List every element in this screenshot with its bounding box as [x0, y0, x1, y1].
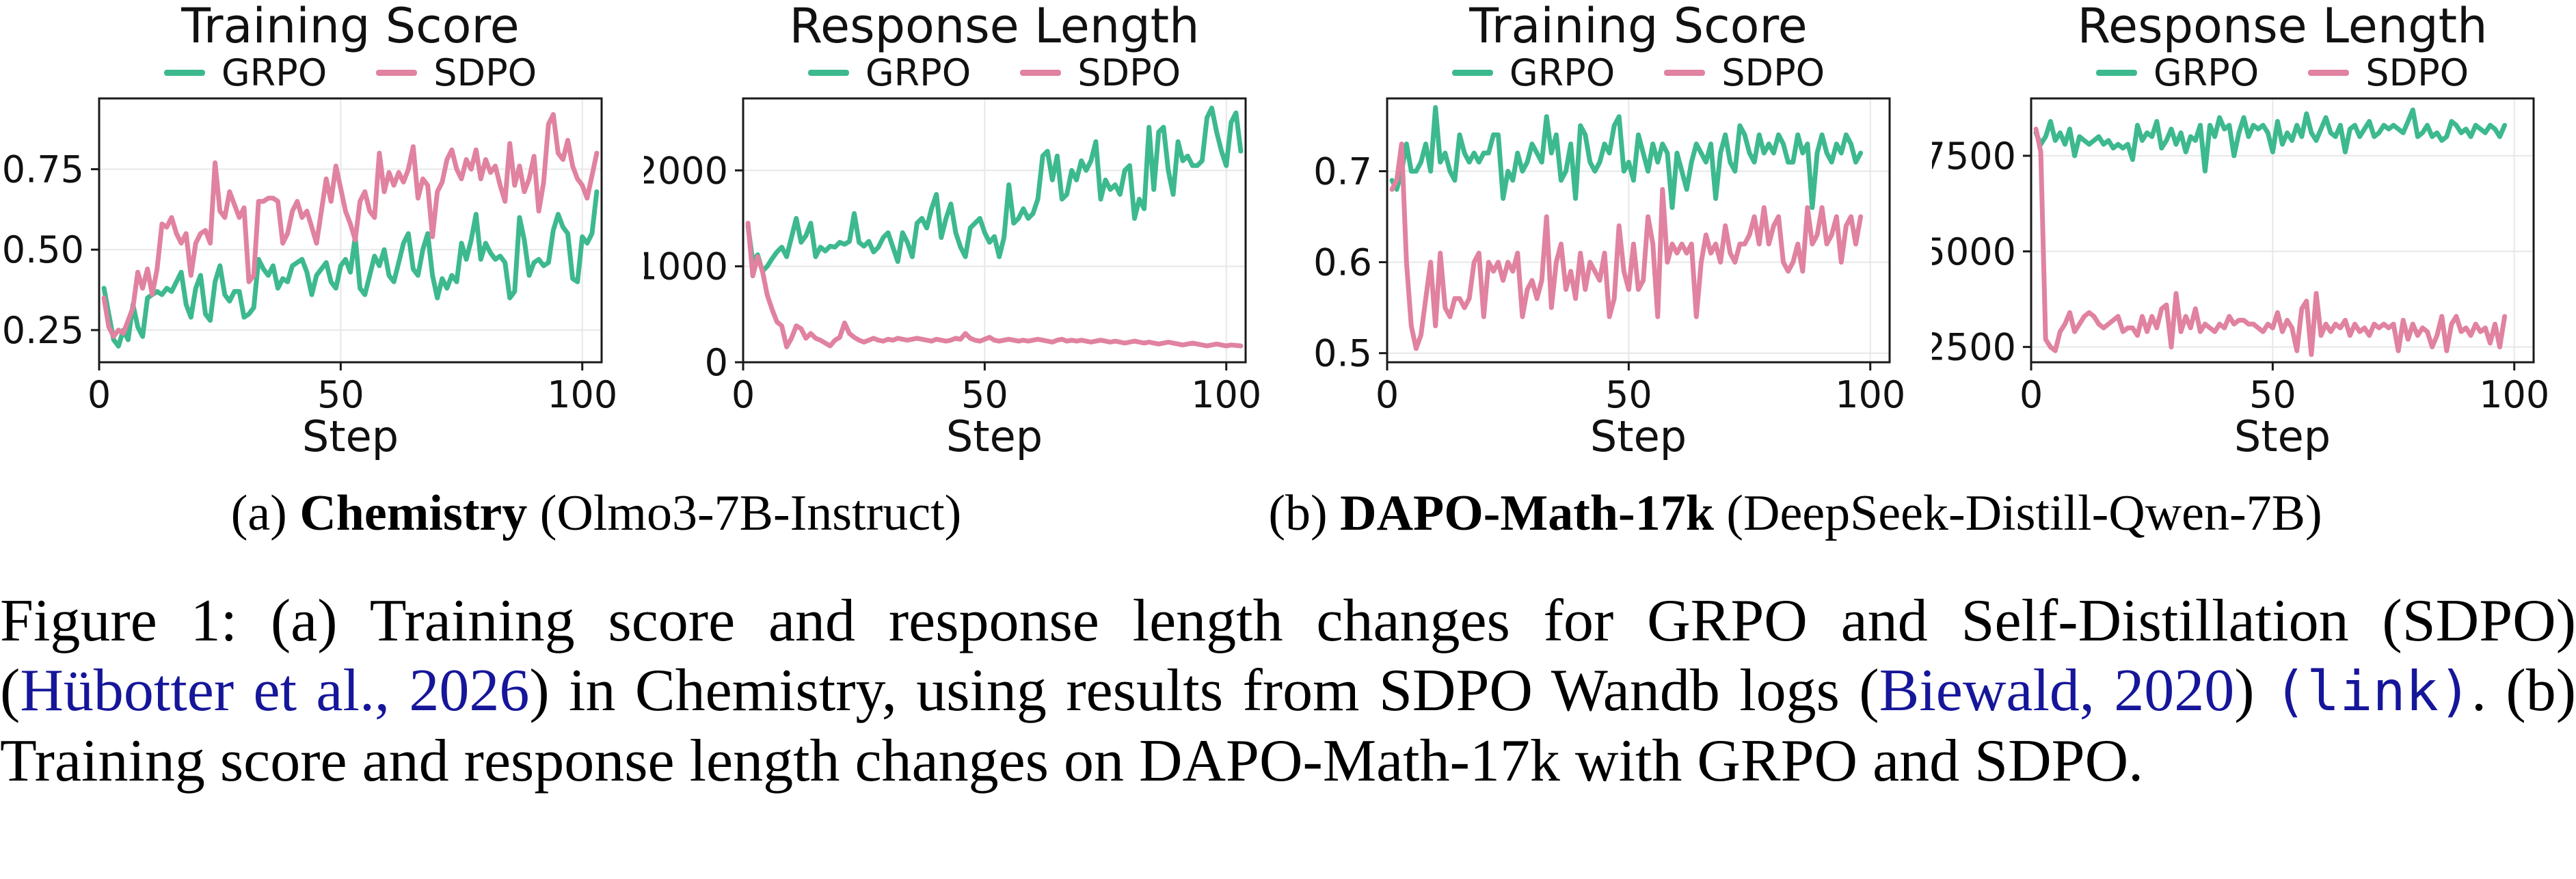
legend-item-sdpo: SDPO — [376, 51, 537, 94]
x-axis-label: Step — [2233, 411, 2331, 461]
x-tick-label: 50 — [2249, 373, 2296, 416]
legend-item-grpo: GRPO — [1451, 51, 1615, 94]
legend-item-grpo: GRPO — [807, 51, 971, 94]
y-tick-label: 5000 — [1932, 230, 2016, 273]
plot-area: 0.25 0.50 0.75 0 50 100 — [2, 97, 617, 416]
caption-link[interactable]: Biewald, 2020 — [1879, 657, 2235, 724]
x-axis-label: Step — [301, 411, 399, 461]
chart-title: Response Length — [789, 0, 1200, 54]
sdpo-line — [745, 220, 1244, 349]
sdpo-line-swatch — [376, 70, 418, 76]
legend-item-grpo: GRPO — [2095, 51, 2259, 94]
chart-title: Training Score — [181, 0, 520, 54]
grpo-line — [1389, 105, 1864, 210]
grpo-line-swatch — [2095, 70, 2137, 76]
plot-area: 0 1000 2000 0 50 100 — [644, 97, 1261, 416]
chart-chemistry-response-length: Response Length GRPO SDPO 0 1000 2000 0 50 10… — [644, 0, 1288, 461]
chart-legend: GRPO SDPO — [99, 51, 602, 94]
legend-label-grpo: GRPO — [1509, 51, 1615, 94]
y-tick-label: 0.25 — [2, 308, 84, 351]
x-tick-label: 0 — [2020, 373, 2043, 416]
y-tick-label: 0.7 — [1313, 150, 1372, 193]
x-tick-label: 100 — [1191, 373, 1261, 416]
legend-item-grpo: GRPO — [163, 51, 327, 94]
subcaptions-row: (a) Chemistry (Olmo3-7B-Instruct) (b) DA… — [0, 485, 2576, 543]
y-tick-label: 2500 — [1932, 325, 2016, 368]
legend-label-grpo: GRPO — [2153, 51, 2259, 94]
sdpo-line-swatch — [2308, 70, 2350, 76]
y-tick-label: 7500 — [1932, 134, 2016, 177]
chart-dapo-training-score: Training Score GRPO SDPO 0.5 0.6 0.7 0 50 100… — [1288, 0, 1932, 461]
legend-label-sdpo: SDPO — [433, 51, 537, 94]
chart-title: Training Score — [1469, 0, 1808, 54]
caption-text: . (b) Training score and response length… — [0, 657, 2576, 794]
subcaption-b: (b) DAPO-Math-17k (DeepSeek-Distill-Qwen… — [1151, 485, 2439, 543]
legend-item-sdpo: SDPO — [1664, 51, 1825, 94]
subcaption-b-prefix: (b) — [1268, 485, 1341, 541]
legend-label-sdpo: SDPO — [2365, 51, 2469, 94]
x-tick-label: 100 — [2479, 373, 2549, 416]
grpo-line — [101, 189, 600, 349]
chart-title: Response Length — [2077, 0, 2488, 54]
x-tick-label: 100 — [547, 373, 617, 416]
chart-chemistry-training-score: Training Score GRPO SDPO 0.25 0.50 0.75 0 50… — [0, 0, 644, 461]
grpo-line-swatch — [807, 70, 849, 76]
subcaption-b-model: (DeepSeek-Distill-Qwen-7B) — [1713, 485, 2322, 541]
caption-text: ) — [2234, 657, 2275, 724]
caption-text: Figure 1: (a) Training score and respons… — [0, 587, 2576, 724]
grpo-line — [2033, 107, 2508, 174]
x-tick-label: 50 — [317, 373, 364, 416]
y-tick-label: 0.50 — [2, 228, 84, 271]
y-tick-label: 0.6 — [1313, 241, 1372, 284]
x-tick-label: 100 — [1835, 373, 1905, 416]
subcaption-a-prefix: (a) — [230, 485, 300, 541]
y-tick-label: 0.5 — [1313, 332, 1372, 375]
x-axis-label: Step — [1589, 411, 1687, 461]
plot-border — [98, 97, 603, 363]
grpo-line — [745, 105, 1244, 273]
charts-row: Training Score GRPO SDPO 0.25 0.50 0.75 0 50… — [0, 0, 2576, 461]
chart-legend: GRPO SDPO — [1387, 51, 1890, 94]
x-tick-label: 50 — [961, 373, 1008, 416]
y-tick-label: 0 — [705, 341, 728, 384]
plot-border — [2030, 97, 2535, 363]
sdpo-line — [101, 111, 600, 339]
caption-text: ) in Chemistry, using results from SDPO … — [529, 657, 1879, 724]
caption-link[interactable]: Hübotter et al., 2026 — [20, 657, 530, 724]
sdpo-line-swatch — [1664, 70, 1706, 76]
plot-border — [742, 97, 1247, 363]
chart-legend: GRPO SDPO — [2031, 51, 2534, 94]
y-tick-label: 2000 — [644, 149, 728, 192]
x-tick-label: 50 — [1605, 373, 1652, 416]
plot-area: 0.5 0.6 0.7 0 50 100 — [1313, 97, 1905, 416]
subcaption-a-model: (Olmo3-7B-Instruct) — [527, 485, 962, 541]
sdpo-line — [1389, 141, 1864, 351]
legend-label-grpo: GRPO — [221, 51, 327, 94]
plot-border — [1386, 97, 1891, 363]
figure-caption: Figure 1: (a) Training score and respons… — [0, 586, 2576, 796]
x-axis-label: Step — [945, 411, 1043, 461]
chart-legend: GRPO SDPO — [743, 51, 1246, 94]
subcaption-b-dataset: DAPO-Math-17k — [1340, 485, 1714, 541]
sdpo-line — [2033, 126, 2508, 357]
y-tick-label: 1000 — [644, 245, 728, 288]
legend-item-sdpo: SDPO — [2308, 51, 2469, 94]
grpo-line-swatch — [163, 70, 205, 76]
x-tick-label: 0 — [732, 373, 755, 416]
chart-dapo-response-length: Response Length GRPO SDPO 2500 5000 7500 0 5… — [1932, 0, 2576, 461]
y-tick-label: 0.75 — [2, 148, 84, 191]
subcaption-a-dataset: Chemistry — [299, 485, 528, 541]
legend-label-grpo: GRPO — [865, 51, 971, 94]
legend-item-sdpo: SDPO — [1020, 51, 1181, 94]
caption-link[interactable]: (link) — [2274, 659, 2471, 723]
plot-area: 2500 5000 7500 0 50 100 — [1932, 97, 2549, 416]
x-tick-label: 0 — [88, 373, 111, 416]
legend-label-sdpo: SDPO — [1077, 51, 1181, 94]
subcaption-a: (a) Chemistry (Olmo3-7B-Instruct) — [0, 485, 1240, 543]
grpo-line-swatch — [1451, 70, 1493, 76]
x-tick-label: 0 — [1376, 373, 1399, 416]
sdpo-line-swatch — [1020, 70, 1062, 76]
legend-label-sdpo: SDPO — [1721, 51, 1825, 94]
